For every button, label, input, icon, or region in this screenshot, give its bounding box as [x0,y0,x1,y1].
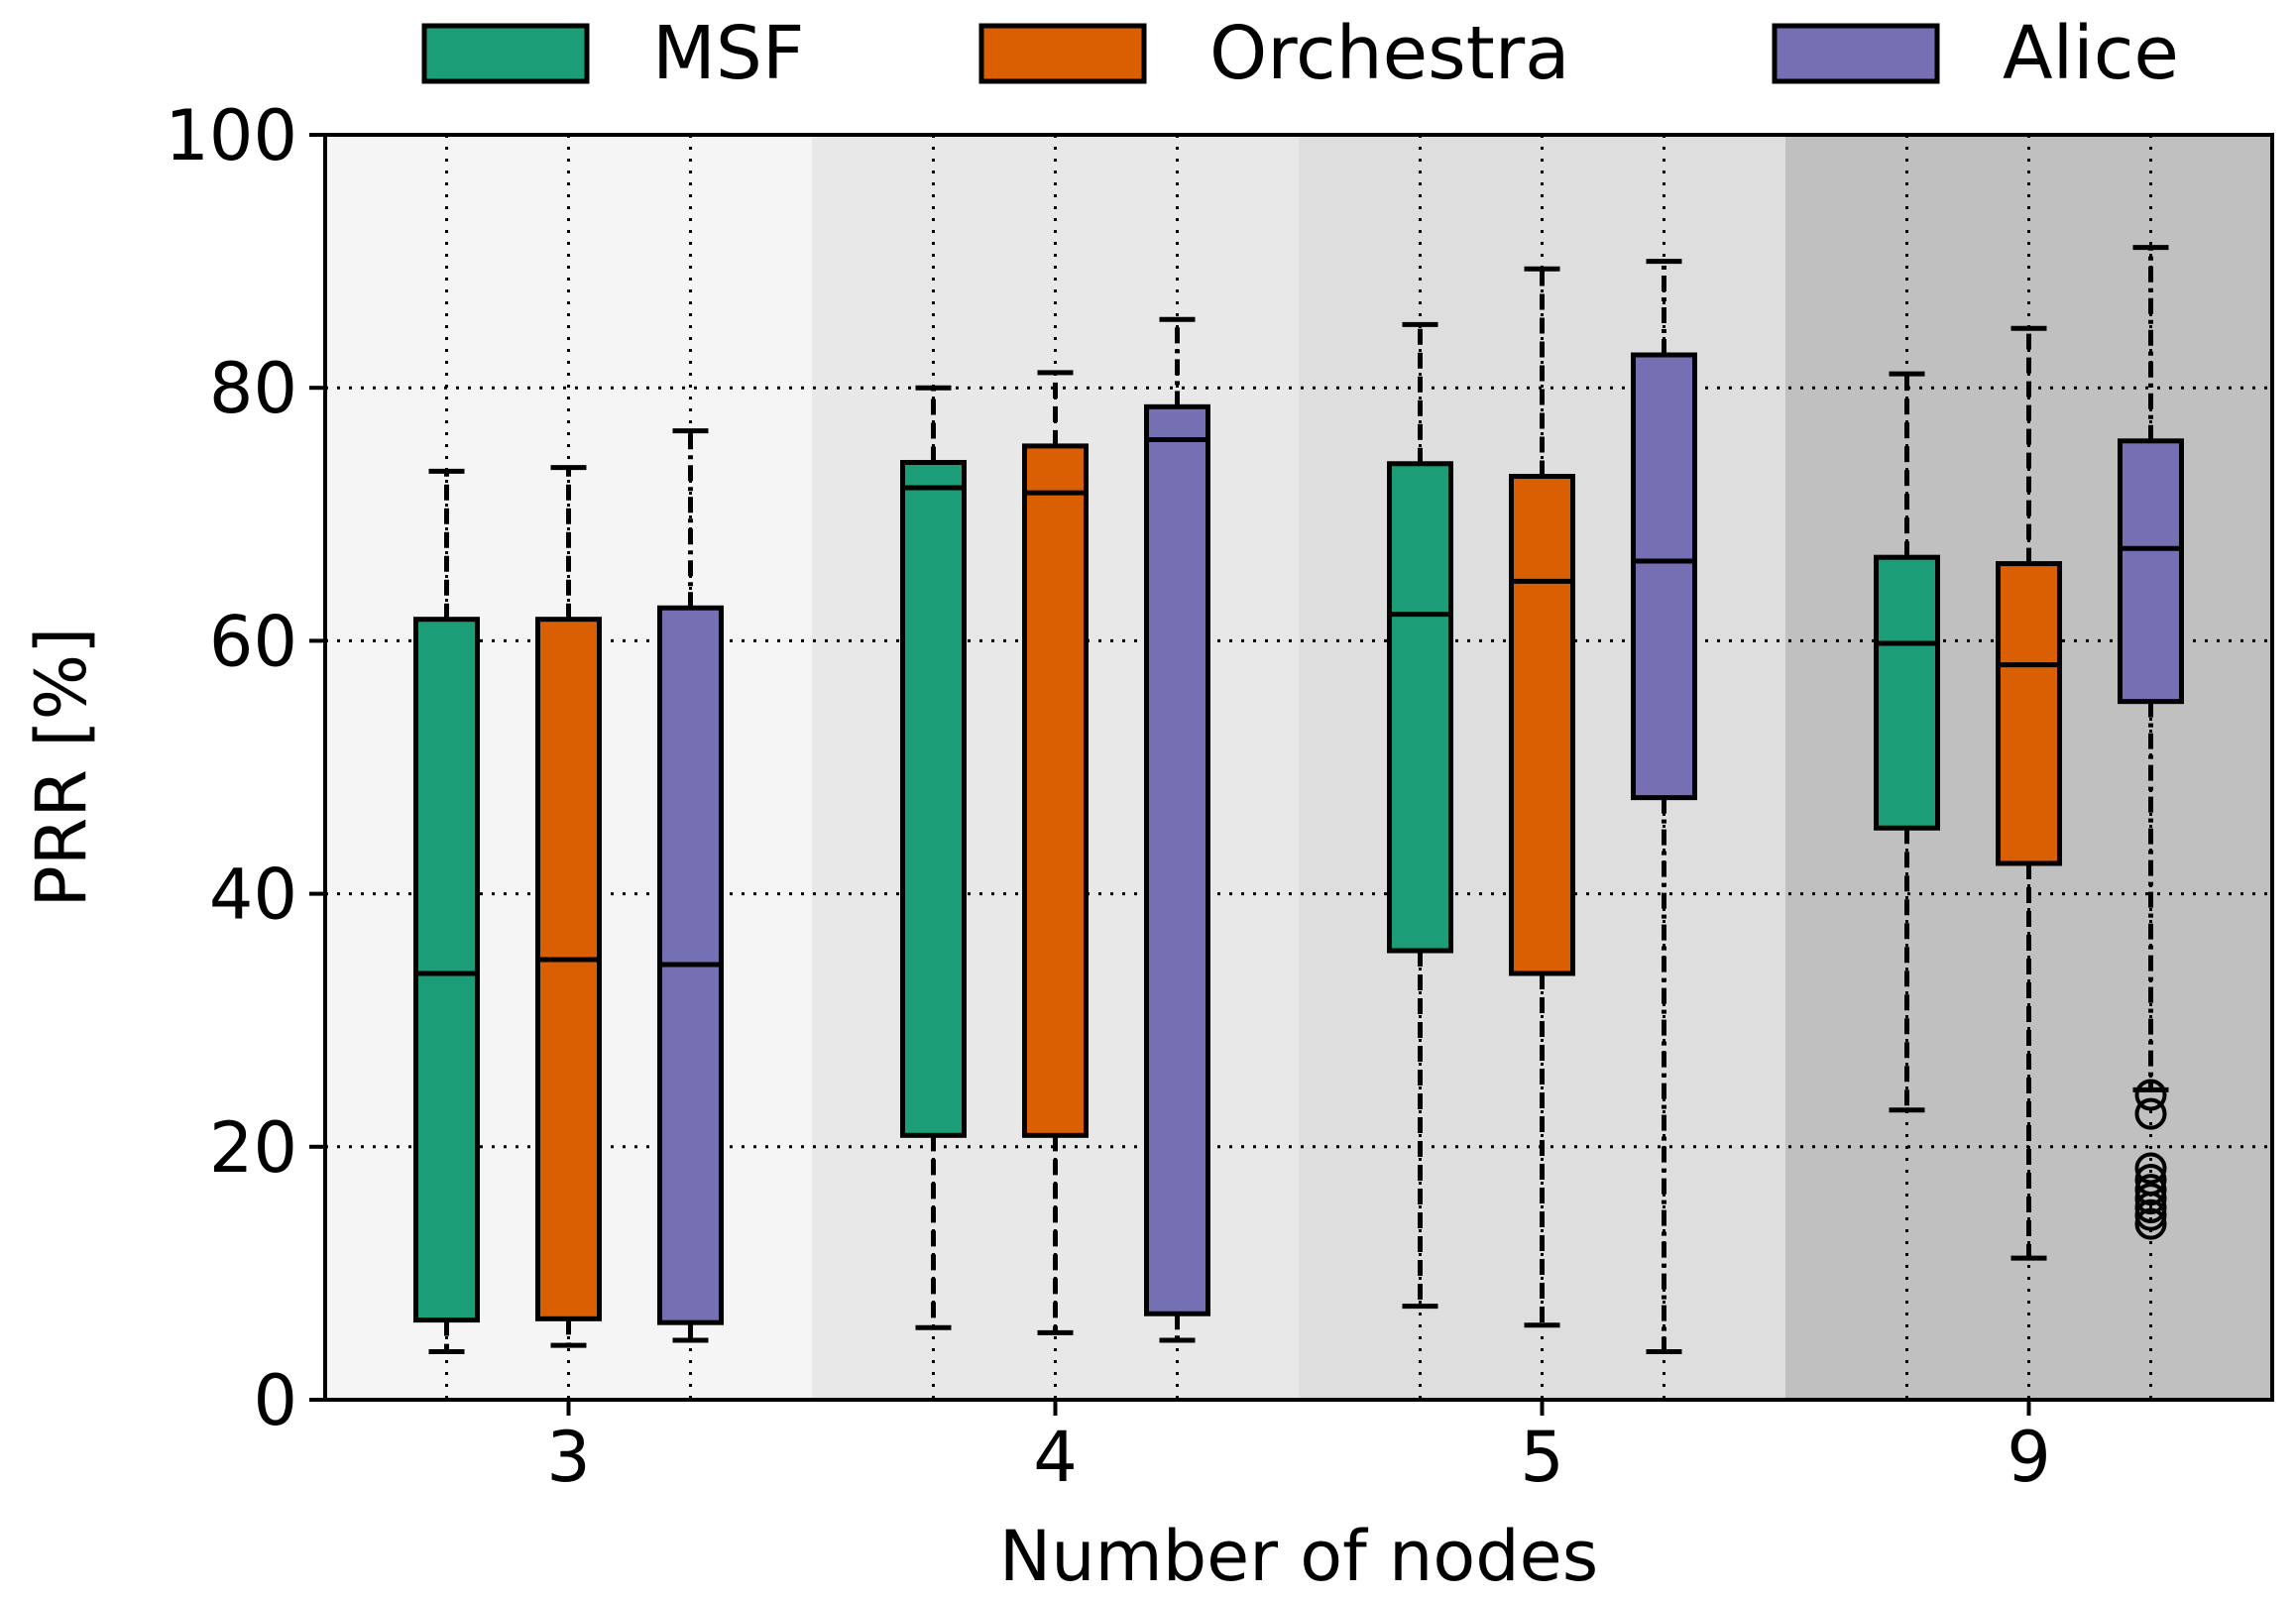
box-orchestra-5 [1509,266,1575,1328]
box-body [1144,403,1210,1316]
x-tick-label: 5 [1520,1417,1564,1498]
box-msf-3 [413,468,480,1355]
box-orchestra-3 [535,465,602,1348]
y-tick-label: 0 [253,1360,297,1441]
x-tick-label: 9 [2007,1417,2051,1498]
outlier-point [2134,1207,2167,1240]
legend-swatch-msf [421,23,590,84]
outlier-point [2134,1174,2167,1206]
y-axis-label: PRR [%] [21,628,102,908]
box-series [413,245,2184,1355]
outlier-point [2134,1183,2167,1215]
outlier-point [2134,1152,2167,1185]
legend-swatch-alice [1772,23,1940,84]
outlier-point [2134,1199,2167,1231]
x-axis: 3 4 5 9 [546,1400,2051,1498]
box-msf-5 [1387,321,1453,1310]
outlier-point [2134,1097,2167,1130]
y-tick-label: 60 [209,601,297,682]
box-alice-4 [1144,316,1210,1343]
box-body [1509,474,1575,976]
box-alice-3 [657,428,724,1343]
y-tick-label: 20 [209,1107,297,1189]
box-alice-5 [1631,259,1697,1355]
legend-label-alice: Alice [2003,11,2179,96]
legend: MSF Orchestra Alice [421,11,2179,96]
plot-frame [323,133,2274,1402]
box-alice-9 [2118,245,2184,1240]
legend-swatch-orchestra [978,23,1147,84]
box-body [1022,443,1089,1138]
outlier-point [2134,1079,2167,1111]
legend-label-orchestra: Orchestra [1209,11,1570,96]
box-body [1996,561,2062,866]
box-msf-4 [900,385,967,1330]
box-orchestra-4 [1022,370,1089,1335]
box-body [413,617,480,1323]
box-body [1874,554,1940,831]
box-body [1387,461,1453,954]
box-body [535,617,602,1321]
box-orchestra-9 [1996,325,2062,1261]
x-tick-label: 3 [546,1417,591,1498]
box-body [900,459,967,1138]
box-body [1631,352,1697,801]
x-tick-label: 4 [1033,1417,1078,1498]
y-tick-label: 100 [165,95,297,176]
y-tick-label: 40 [209,855,297,936]
x-axis-label: Number of nodes [999,1516,1598,1597]
box-body [2118,438,2184,705]
category-shading [325,135,2272,1400]
y-axis: 0 20 40 60 80 100 [165,95,325,1441]
y-tick-label: 80 [209,348,297,429]
legend-label-msf: MSF [652,11,804,96]
box-msf-9 [1874,371,1940,1113]
